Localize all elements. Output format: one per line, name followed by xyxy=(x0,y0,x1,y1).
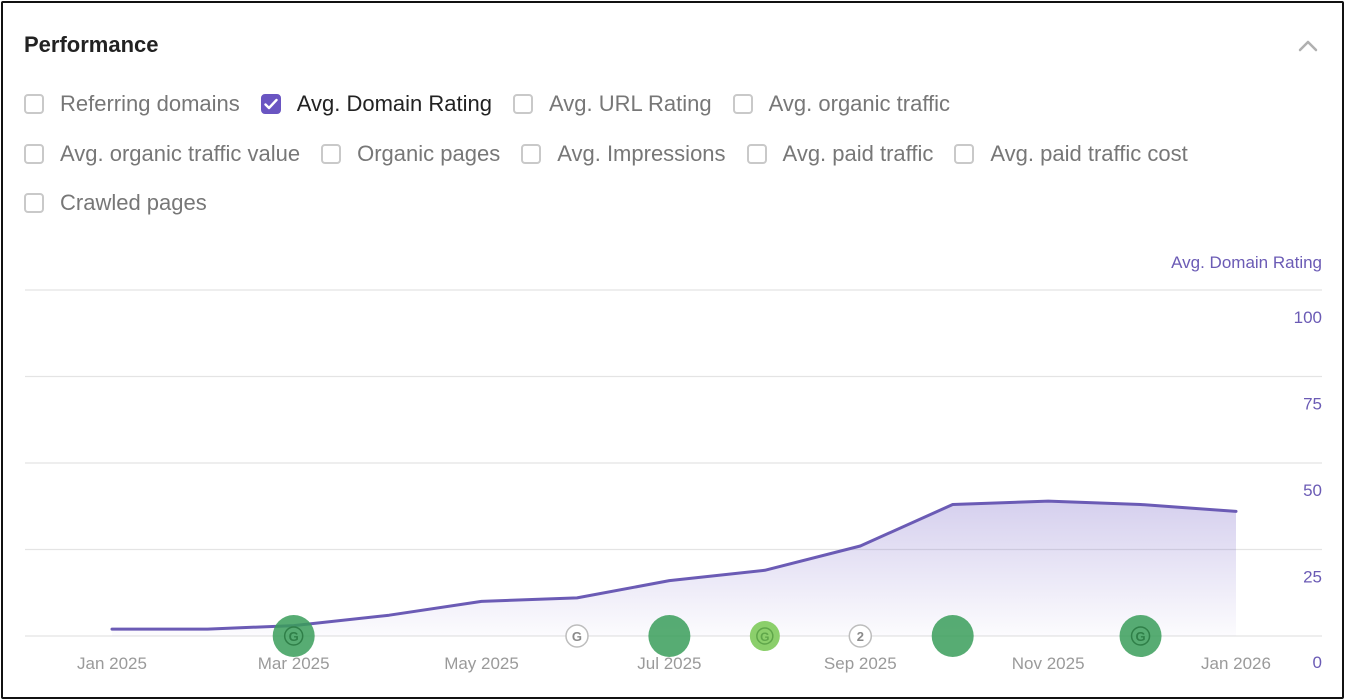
checkbox[interactable] xyxy=(732,94,753,114)
metric-label: Avg. organic traffic value xyxy=(60,141,301,166)
metric-avg-url-rating[interactable]: Avg. URL Rating xyxy=(513,91,712,117)
panel-title: Performance xyxy=(24,32,159,57)
metric-label: Organic pages xyxy=(357,141,501,166)
metric-avg-impressions[interactable]: Avg. Impressions xyxy=(521,141,726,167)
checkbox[interactable] xyxy=(521,144,542,164)
checkbox[interactable] xyxy=(24,144,44,164)
metric-row-1: Referring domains Avg. Domain Rating Avg… xyxy=(24,91,971,117)
metric-label: Crawled pages xyxy=(60,190,207,215)
checkmark-icon xyxy=(264,98,278,110)
metric-label: Referring domains xyxy=(60,91,240,116)
metric-row-2: Avg. organic traffic value Organic pages… xyxy=(24,141,1209,167)
metric-label: Avg. paid traffic xyxy=(782,141,934,166)
checkbox[interactable] xyxy=(513,94,533,114)
collapse-button[interactable] xyxy=(1296,34,1320,58)
metric-crawled-pages[interactable]: Crawled pages xyxy=(24,190,207,216)
metric-avg-paid-traffic[interactable]: Avg. paid traffic xyxy=(746,141,934,167)
metric-label: Avg. Domain Rating xyxy=(296,91,492,116)
metric-avg-paid-traffic-cost[interactable]: Avg. paid traffic cost xyxy=(954,141,1188,167)
checkbox[interactable] xyxy=(260,94,281,114)
metric-label: Avg. Impressions xyxy=(557,141,726,166)
metric-referring-domains[interactable]: Referring domains xyxy=(24,91,240,117)
checkbox[interactable] xyxy=(24,94,44,114)
metric-avg-organic-traffic[interactable]: Avg. organic traffic xyxy=(732,91,951,117)
metric-avg-organic-traffic-value[interactable]: Avg. organic traffic value xyxy=(24,141,300,167)
metric-label: Avg. URL Rating xyxy=(549,91,712,116)
checkbox[interactable] xyxy=(24,193,44,213)
metric-label: Avg. organic traffic xyxy=(768,91,951,116)
metric-row-3: Crawled pages xyxy=(24,190,228,216)
metric-avg-domain-rating[interactable]: Avg. Domain Rating xyxy=(260,91,492,117)
chevron-up-icon xyxy=(1298,40,1318,52)
metric-label: Avg. paid traffic cost xyxy=(990,141,1188,166)
checkbox[interactable] xyxy=(321,144,342,164)
checkbox[interactable] xyxy=(746,144,767,164)
metric-organic-pages[interactable]: Organic pages xyxy=(321,141,500,167)
checkbox[interactable] xyxy=(954,144,975,164)
